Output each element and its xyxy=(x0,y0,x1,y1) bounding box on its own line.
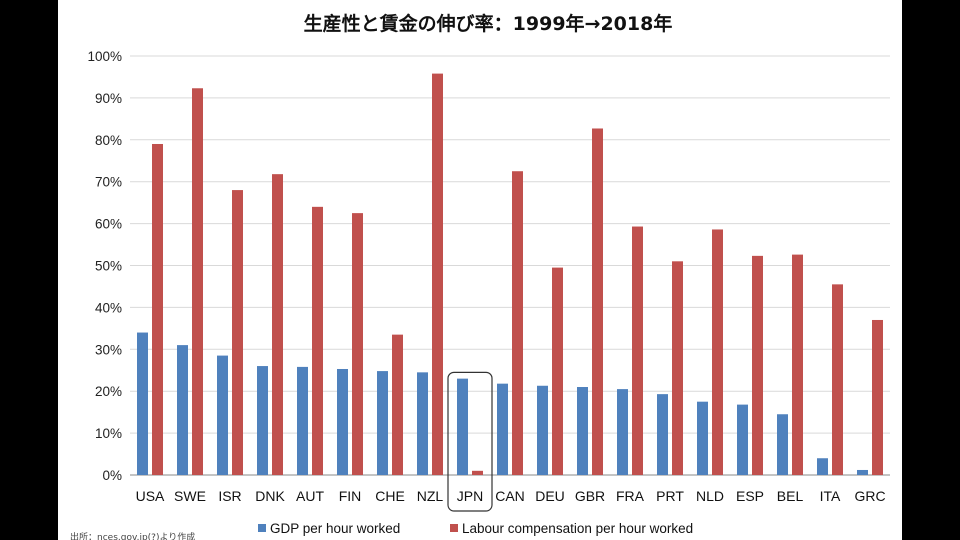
bar-labour-esp xyxy=(752,255,763,475)
category-label-can: CAN xyxy=(495,488,525,504)
bar-labour-swe xyxy=(192,88,203,475)
bar-labour-fin xyxy=(352,213,363,475)
y-tick-label: 10% xyxy=(95,426,122,441)
y-tick-label: 80% xyxy=(95,133,122,148)
category-label-swe: SWE xyxy=(174,488,206,504)
bar-gdp-grc xyxy=(857,469,868,475)
bar-gdp-gbr xyxy=(577,387,588,475)
y-tick-label: 90% xyxy=(95,91,122,106)
legend-label-labour: Labour compensation per hour worked xyxy=(462,521,693,536)
category-label-esp: ESP xyxy=(736,488,764,504)
category-label-deu: DEU xyxy=(535,488,565,504)
bar-labour-prt xyxy=(672,261,683,475)
legend-swatch-labour xyxy=(450,524,458,532)
bar-gdp-prt xyxy=(657,394,668,475)
category-label-ita: ITA xyxy=(820,488,841,504)
category-label-gbr: GBR xyxy=(575,488,605,504)
bar-gdp-deu xyxy=(537,385,548,475)
category-label-fin: FIN xyxy=(339,488,362,504)
legend: GDP per hour worked Labour compensation p… xyxy=(258,521,693,536)
bar-labour-aut xyxy=(312,206,323,475)
highlight-box-jpn xyxy=(447,371,493,512)
bar-gdp-esp xyxy=(737,404,748,475)
chart: 生産性と賃金の伸び率：1999年→2018年 0% 10% 20% 30% 40% 50%… xyxy=(70,12,890,540)
y-tick-label: 50% xyxy=(95,259,122,274)
bar-gdp-aut xyxy=(297,366,308,475)
category-label-dnk: DNK xyxy=(255,488,285,504)
bar-labour-isr xyxy=(232,190,243,475)
legend-label-gdp: GDP per hour worked xyxy=(270,521,400,536)
bar-labour-che xyxy=(392,334,403,475)
bars xyxy=(137,73,883,476)
category-label-isr: ISR xyxy=(218,488,241,504)
category-label-grc: GRC xyxy=(854,488,885,504)
y-axis-ticks: 0% 10% 20% 30% 40% 50% 60% 70% 80% 90% 100% xyxy=(87,49,122,483)
bar-gdp-ita xyxy=(817,458,828,475)
bar-gdp-che xyxy=(377,371,388,475)
legend-swatch-gdp xyxy=(258,524,266,532)
bar-labour-nzl xyxy=(432,73,443,476)
bar-gdp-nzl xyxy=(417,372,428,475)
bar-gdp-can xyxy=(497,383,508,475)
bar-labour-nld xyxy=(712,229,723,475)
bar-gdp-dnk xyxy=(257,366,268,475)
bar-labour-can xyxy=(512,171,523,475)
bar-labour-grc xyxy=(872,319,883,475)
bar-gdp-swe xyxy=(177,345,188,475)
bar-gdp-fra xyxy=(617,389,628,475)
category-label-jpn: JPN xyxy=(457,488,483,504)
gridlines xyxy=(130,55,890,476)
y-tick-label: 60% xyxy=(95,217,122,232)
y-tick-label: 40% xyxy=(95,300,122,315)
category-label-prt: PRT xyxy=(656,488,684,504)
bar-gdp-bel xyxy=(777,414,788,475)
category-label-usa: USA xyxy=(136,488,165,504)
category-label-che: CHE xyxy=(375,488,405,504)
y-tick-label: 20% xyxy=(95,384,122,399)
category-label-nld: NLD xyxy=(696,488,724,504)
bar-gdp-fin xyxy=(337,368,348,475)
bar-labour-bel xyxy=(792,254,803,475)
bar-labour-deu xyxy=(552,267,563,475)
y-tick-label: 100% xyxy=(87,49,122,64)
category-label-aut: AUT xyxy=(296,488,324,504)
chart-title: 生産性と賃金の伸び率：1999年→2018年 xyxy=(304,12,673,35)
category-label-bel: BEL xyxy=(777,488,804,504)
source-note: 出所：nces.gov.jp(?)より作成 xyxy=(70,531,195,540)
category-label-fra: FRA xyxy=(616,488,645,504)
bar-labour-jpn xyxy=(472,470,483,475)
category-label-nzl: NZL xyxy=(417,488,444,504)
bar-labour-gbr xyxy=(592,128,603,475)
y-tick-label: 30% xyxy=(95,342,122,357)
y-tick-label: 70% xyxy=(95,175,122,190)
bar-gdp-nld xyxy=(697,401,708,475)
bar-labour-usa xyxy=(152,143,163,476)
bar-labour-dnk xyxy=(272,174,283,475)
bar-gdp-usa xyxy=(137,332,148,475)
bar-labour-ita xyxy=(832,284,843,475)
y-tick-label: 0% xyxy=(102,468,122,483)
bar-labour-fra xyxy=(632,226,643,475)
bar-gdp-jpn xyxy=(457,378,468,475)
slide: 生産性と賃金の伸び率：1999年→2018年 0% 10% 20% 30% 40% 50%… xyxy=(58,0,902,540)
category-labels: USA SWE ISR DNK AUT FIN CHE NZL JPN CAN DEU GBR FRA P… xyxy=(136,371,886,512)
bar-gdp-isr xyxy=(217,355,228,475)
